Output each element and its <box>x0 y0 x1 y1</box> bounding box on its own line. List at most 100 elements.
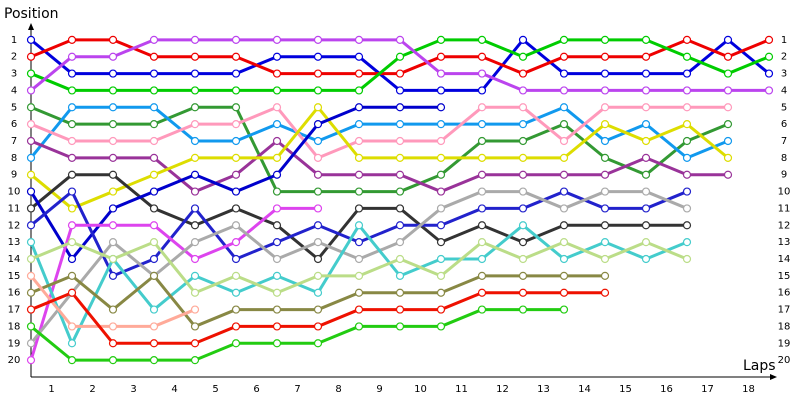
point <box>436 170 446 179</box>
x-tick-label: 1 <box>48 384 54 395</box>
x-tick-label: 16 <box>660 384 673 395</box>
point <box>108 86 118 95</box>
y-tick-label: 9 <box>11 170 17 181</box>
point <box>190 204 200 213</box>
series-line <box>30 105 728 160</box>
series-line <box>30 38 770 92</box>
point <box>26 204 36 213</box>
point <box>559 52 569 61</box>
point <box>272 136 282 146</box>
point <box>231 103 241 112</box>
point <box>26 187 36 196</box>
point <box>518 238 528 247</box>
point <box>600 238 610 247</box>
point <box>354 153 364 162</box>
y-tick-label: 3 <box>11 69 17 80</box>
point <box>477 238 487 247</box>
point <box>26 120 36 129</box>
point <box>231 86 241 95</box>
point <box>354 238 364 247</box>
x-axis-label: Laps <box>743 358 776 374</box>
y-tick-label: 15 <box>8 271 21 282</box>
x-tick-label: 17 <box>701 384 714 395</box>
point <box>26 238 36 247</box>
point <box>723 153 733 162</box>
y-tick-label-right: 15 <box>778 271 791 282</box>
series-line <box>30 38 770 92</box>
point <box>354 120 364 129</box>
point <box>26 52 36 61</box>
point <box>190 153 200 162</box>
point <box>313 305 323 314</box>
point <box>313 204 323 213</box>
point <box>518 103 528 112</box>
point <box>108 356 118 365</box>
point <box>108 322 118 331</box>
point <box>518 69 528 78</box>
point <box>231 204 241 213</box>
point <box>108 103 118 112</box>
point <box>682 103 692 112</box>
point <box>436 305 446 314</box>
point <box>354 271 364 280</box>
y-tick-label-right: 10 <box>778 187 791 198</box>
point <box>764 86 774 95</box>
point <box>559 271 569 280</box>
point <box>67 86 77 95</box>
point <box>436 120 446 129</box>
point <box>108 204 118 213</box>
point <box>190 136 200 146</box>
point <box>723 52 733 61</box>
point <box>477 204 487 213</box>
point <box>723 35 733 44</box>
point <box>26 35 36 44</box>
point <box>600 153 610 162</box>
y-tick-label-right: 5 <box>781 102 787 113</box>
point <box>272 153 282 162</box>
point <box>477 187 487 196</box>
x-tick-label: 14 <box>578 384 591 395</box>
point <box>436 271 446 280</box>
point <box>313 288 323 297</box>
point <box>231 288 241 297</box>
point <box>272 221 282 230</box>
y-tick-label: 18 <box>8 321 21 332</box>
y-tick-label-right: 1 <box>781 35 787 46</box>
point <box>436 238 446 247</box>
y-tick-label-right: 12 <box>778 220 791 231</box>
point <box>272 339 282 348</box>
point <box>641 221 651 230</box>
point <box>190 69 200 78</box>
point <box>518 221 528 230</box>
point <box>436 204 446 213</box>
point <box>682 254 692 264</box>
point <box>149 322 159 331</box>
point <box>436 322 446 331</box>
x-tick-label: 11 <box>455 384 468 395</box>
point <box>477 170 487 179</box>
point <box>395 35 405 44</box>
point <box>190 170 200 179</box>
point <box>723 120 733 129</box>
point <box>149 204 159 213</box>
point <box>600 170 610 179</box>
y-tick-label-right: 17 <box>778 305 791 316</box>
point <box>272 238 282 247</box>
point <box>395 238 405 247</box>
point <box>231 136 241 146</box>
point <box>477 136 487 146</box>
point <box>231 170 241 179</box>
point <box>149 103 159 112</box>
point <box>108 339 118 348</box>
point <box>149 254 159 264</box>
point <box>313 339 323 348</box>
point <box>764 52 774 61</box>
point <box>190 35 200 44</box>
point <box>149 221 159 230</box>
y-tick-label: 10 <box>8 187 21 198</box>
point <box>436 136 446 146</box>
point <box>559 86 569 95</box>
point <box>559 120 569 129</box>
point <box>26 322 36 331</box>
